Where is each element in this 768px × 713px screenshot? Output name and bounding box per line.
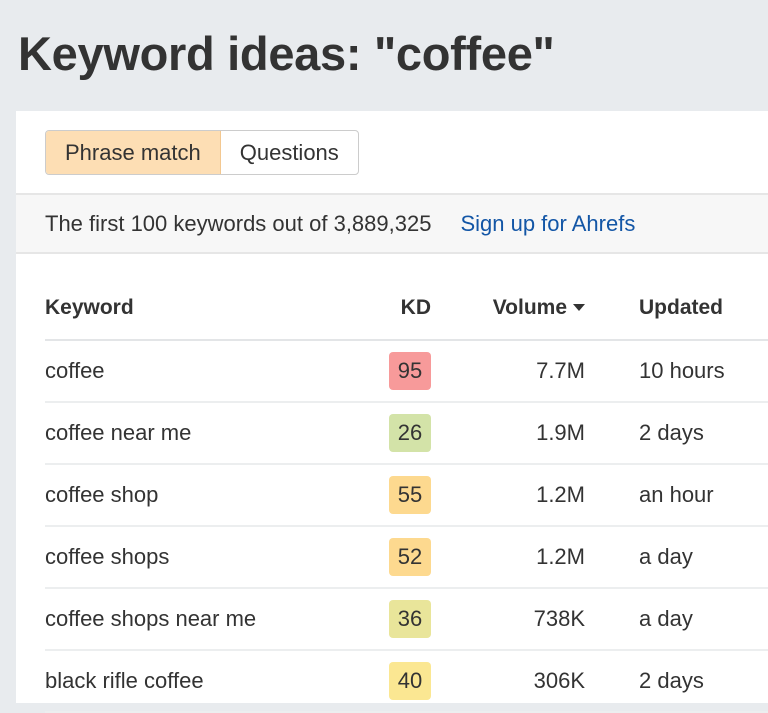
volume-cell: 1.9M — [536, 420, 585, 445]
kd-cell: 52 — [361, 538, 431, 576]
kd-badge: 55 — [389, 476, 431, 514]
volume-cell: 1.2M — [536, 482, 585, 507]
kd-badge: 95 — [389, 352, 431, 390]
table-header: Keyword KD Volume Updated — [45, 276, 768, 341]
summary-text: The first 100 keywords out of 3,889,325 — [45, 210, 432, 236]
summary-bar: The first 100 keywords out of 3,889,325 … — [16, 193, 768, 254]
table-row: coffee 95 7.7M 10 hours — [45, 341, 768, 403]
signup-link[interactable]: Sign up for Ahrefs — [460, 210, 636, 236]
tab-questions[interactable]: Questions — [239, 139, 339, 165]
keyword-cell[interactable]: coffee shops — [45, 544, 170, 569]
kd-cell: 95 — [361, 352, 431, 390]
kd-badge: 52 — [389, 538, 431, 576]
header-updated[interactable]: Updated — [639, 295, 723, 319]
table-row: coffee near me 26 1.9M 2 days — [45, 403, 768, 465]
kd-cell: 55 — [361, 476, 431, 514]
kd-badge: 36 — [389, 600, 431, 638]
updated-cell: 2 days — [639, 420, 704, 445]
kd-cell: 26 — [361, 414, 431, 452]
kd-badge: 40 — [389, 662, 431, 700]
updated-cell: a day — [639, 606, 693, 631]
header-volume-label: Volume — [492, 295, 567, 319]
header-kd[interactable]: KD — [400, 295, 431, 319]
updated-cell: an hour — [639, 482, 714, 507]
volume-cell: 738K — [533, 606, 585, 631]
table-row: coffee shop 55 1.2M an hour — [45, 465, 768, 527]
updated-cell: 10 hours — [639, 358, 725, 383]
kd-badge: 26 — [389, 414, 431, 452]
kd-cell: 36 — [361, 600, 431, 638]
keyword-card: Phrase match Questions The first 100 key… — [16, 111, 768, 713]
header-volume[interactable]: Volume — [431, 296, 585, 320]
keyword-cell[interactable]: coffee shops near me — [45, 606, 257, 631]
volume-cell: 306K — [533, 668, 585, 693]
updated-cell: a day — [639, 544, 693, 569]
volume-cell: 7.7M — [536, 358, 585, 383]
table-row: coffee shops 52 1.2M a day — [45, 527, 768, 589]
keyword-cell[interactable]: black rifle coffee — [45, 668, 204, 693]
tab-phrase-match[interactable]: Phrase match — [46, 131, 221, 174]
kd-cell: 40 — [361, 662, 431, 700]
keyword-cell[interactable]: coffee near me — [45, 420, 192, 445]
header-keyword[interactable]: Keyword — [45, 295, 134, 319]
keywords-table: Keyword KD Volume Updated coffee 95 7.7M… — [45, 276, 768, 713]
keyword-cell[interactable]: coffee shop — [45, 482, 159, 507]
page-title: Keyword ideas: "coffee" — [18, 27, 555, 80]
table-row: black rifle coffee 40 306K 2 days — [45, 651, 768, 713]
keyword-cell[interactable]: coffee — [45, 358, 105, 383]
match-type-tabs: Phrase match Questions — [45, 130, 359, 175]
table-row: coffee shops near me 36 738K a day — [45, 589, 768, 651]
sort-desc-icon — [573, 304, 585, 312]
updated-cell: 2 days — [639, 668, 704, 693]
volume-cell: 1.2M — [536, 544, 585, 569]
